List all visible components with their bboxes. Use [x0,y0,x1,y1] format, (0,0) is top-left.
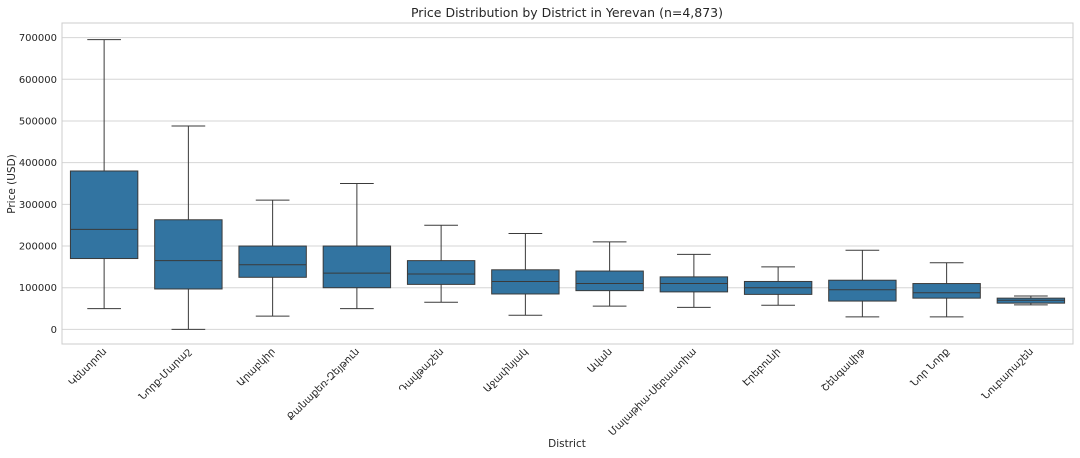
iqr-box [659,276,729,293]
box-group [912,262,981,318]
y-axis-label: Price (USD) [6,154,18,214]
grid-layer [62,37,1073,330]
y-tick-label: 300000 [19,200,57,211]
y-tick-label: 500000 [19,116,57,127]
x-axis-label: District [548,438,586,450]
box-group [238,199,307,317]
chart-title: Price Distribution by District in Yereva… [411,5,723,20]
x-tick-label: Դավթաշեն [397,346,446,395]
box-group [575,241,644,307]
y-tick-labels: 0 100000 200000 300000 400000 500000 600000 700… [19,33,57,336]
iqr-box [912,283,981,299]
x-tick-label: Մալաթիա-Սեբաստիա [607,346,699,438]
iqr-box [828,279,897,302]
y-tick-label: 700000 [19,33,57,44]
box-group [743,266,813,306]
box-group [491,233,560,316]
y-tick-label: 200000 [19,242,57,253]
y-tick-label: 0 [51,325,57,336]
x-tick-label: Քանաքեռ-Զեյթուն [285,346,362,423]
box-group [659,253,729,308]
plot-frame [61,22,1074,345]
x-tick-label: Աջափնյակ [482,346,531,395]
x-tick-label: Շենգավիթ [820,346,868,394]
y-tick-label: 400000 [19,158,57,169]
x-tick-label: Էրեբունի [741,346,783,388]
box-group [406,224,476,303]
y-tick-label: 100000 [19,283,57,294]
iqr-box [154,219,223,290]
y-tick-label: 600000 [19,75,57,86]
x-tick-label: Նորք-Մարաշ [137,346,193,402]
iqr-box [406,260,476,285]
iqr-box [69,170,139,260]
box-group [69,39,139,310]
iqr-box [322,245,392,289]
x-tick-label: Արաբկիր [235,346,277,388]
box-group [996,295,1066,306]
iqr-box [575,270,644,292]
x-tick-label: Կենտրոն [67,346,109,388]
box-group [828,249,897,318]
box-group [154,125,223,330]
x-tick-label: Ավան [586,346,615,375]
x-tick-labels: Կենտրոն Նորք-Մարաշ Արաբկիր Քանաքեռ-Զեյթուն Դ… [67,346,1036,438]
x-tick-label: Նուբարաշեն [980,346,1036,402]
iqr-box [238,245,307,278]
box-group [322,183,392,310]
box-layer [69,39,1066,330]
x-tick-label: Նոր Նորք [909,346,952,389]
